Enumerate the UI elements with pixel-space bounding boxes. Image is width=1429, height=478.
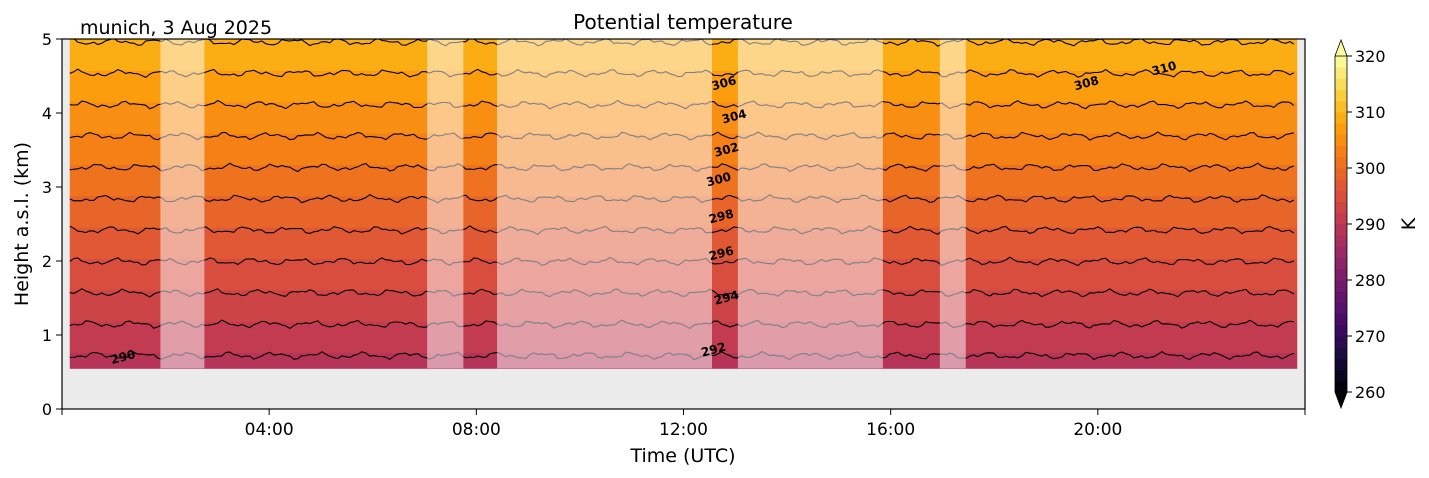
x-axis-label: Time (UTC) [629,445,735,467]
colorbar-segment [1335,291,1347,303]
contour-label: 298 [707,206,735,226]
colorbar-segment [1335,212,1347,225]
y-tick-label: 0 [42,400,52,419]
colorbar-tick-label: 280 [1355,271,1386,290]
masked-interval [939,39,966,369]
colorbar-segment [1335,347,1347,359]
y-tick-label: 4 [42,104,52,123]
contour-label: 292 [700,340,728,360]
colorbar-segment [1335,358,1347,370]
chart-subtitle: munich, 3 Aug 2025 [80,17,272,39]
colorbar-tick-label: 290 [1355,215,1386,234]
contour-label: 302 [713,140,741,160]
contour-label: 294 [713,288,741,308]
colorbar-segment [1335,268,1347,281]
colorbar-tick-label: 300 [1355,159,1386,178]
contour-label: 304 [720,107,748,127]
contour-label: 310 [1150,58,1178,78]
x-tick-label: 16:00 [866,420,915,440]
colorbar-tick-label: 260 [1355,383,1386,402]
chart-title: Potential temperature [573,10,793,34]
x-tick-label: 12:00 [659,420,708,440]
colorbar-segment [1335,257,1347,270]
colorbar-segment [1335,168,1347,180]
colorbar-label: K [1398,217,1420,230]
y-tick-label: 1 [42,326,52,345]
colorbar-segment [1335,235,1347,247]
masked-interval [427,39,464,369]
colorbar-tick-label: 320 [1355,47,1386,66]
contour-label: 308 [1073,73,1101,93]
colorbar-segment [1335,89,1347,102]
colorbar-segment [1335,145,1347,158]
colorbar-segment [1335,67,1347,79]
colorbar: 260 270 280 290 300 310 320 [1334,38,1386,410]
x-tick-label: 04:00 [245,420,294,440]
contour-label: 300 [705,169,733,189]
contour-label: 306 [710,73,738,93]
y-tick-label: 5 [42,30,52,49]
x-tick-label: 08:00 [452,420,501,440]
colorbar-segment [1335,369,1347,382]
y-axis: 0 1 2 3 4 5 [42,30,62,419]
colorbar-segment [1335,324,1347,337]
colorbar-segment [1335,112,1347,124]
colorbar-tick-label: 310 [1355,103,1386,122]
masked-regions [160,39,966,369]
colorbar-segment [1335,380,1347,393]
colorbar-segment [1335,280,1347,292]
contour-labels: 290 292 294 296 298 300 302 304 306 308 310 [109,58,1178,367]
contour-label: 290 [109,347,137,367]
colorbar-segment [1335,190,1347,202]
colorbar-segment [1335,302,1347,314]
masked-interval [497,39,712,369]
colorbar-segment [1335,134,1347,146]
colorbar-segment [1335,100,1347,113]
colorbar-segment [1335,156,1347,169]
colorbar-segment [1335,336,1347,348]
x-tick-label: 20:00 [1073,420,1122,440]
y-axis-label: Height a.s.l. (km) [11,142,33,306]
masked-interval [737,39,883,369]
colorbar-extend-max [1334,38,1348,57]
colorbar-segment [1335,56,1347,68]
y-tick-label: 3 [42,178,52,197]
colorbar-segment [1335,313,1347,326]
colorbar-segment [1335,78,1347,90]
x-axis: 04:00 08:00 12:00 16:00 20:00 [61,409,1306,440]
y-tick-label: 2 [42,252,52,271]
colorbar-tick-label: 270 [1355,327,1386,346]
masked-interval [160,39,205,369]
colorbar-segment [1335,224,1347,236]
colorbar-extend-min [1334,391,1348,410]
colorbar-segment [1335,246,1347,258]
colorbar-segment [1335,201,1347,214]
colorbar-segment [1335,123,1347,135]
contour-label: 296 [707,243,735,263]
colorbar-segment [1335,179,1347,191]
